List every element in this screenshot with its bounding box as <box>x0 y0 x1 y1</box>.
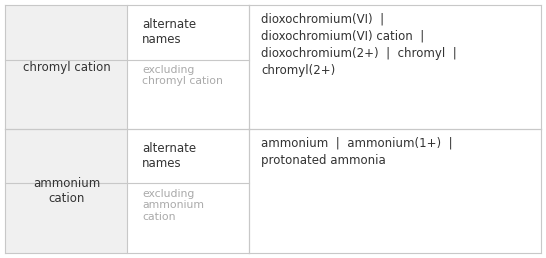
Text: ammonium
cation: ammonium cation <box>33 177 100 205</box>
Text: ammonium  |  ammonium(1+)  |
protonated ammonia: ammonium | ammonium(1+) | protonated amm… <box>261 137 453 167</box>
Bar <box>127 129 250 183</box>
Bar <box>250 129 541 253</box>
Bar <box>250 5 541 129</box>
Text: excluding
ammonium
cation: excluding ammonium cation <box>142 189 204 222</box>
Text: dioxochromium(VI)  |
dioxochromium(VI) cation  |
dioxochromium(2+)  |  chromyl  : dioxochromium(VI) | dioxochromium(VI) ca… <box>261 13 457 77</box>
Bar <box>127 5 250 60</box>
Bar <box>127 60 250 129</box>
Text: excluding
chromyl cation: excluding chromyl cation <box>142 65 223 86</box>
Text: chromyl cation: chromyl cation <box>22 61 110 74</box>
Text: alternate
names: alternate names <box>142 18 196 46</box>
Bar <box>5 129 127 253</box>
Bar <box>127 183 250 253</box>
Bar <box>5 5 127 129</box>
Text: alternate
names: alternate names <box>142 142 196 170</box>
